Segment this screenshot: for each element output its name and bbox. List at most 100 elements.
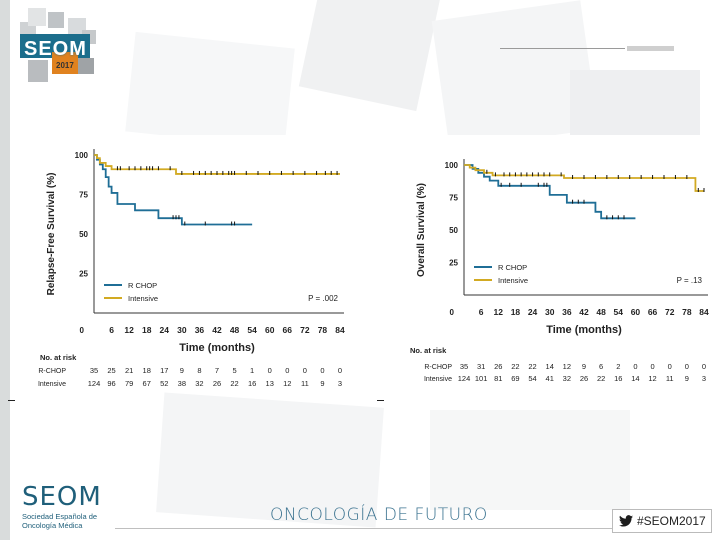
at-risk-heading: No. at risk (40, 353, 77, 362)
bg-cube (125, 31, 295, 135)
at-risk-value: 12 (648, 374, 656, 383)
x-tick-label: 72 (665, 307, 675, 317)
at-risk-heading: No. at risk (410, 346, 447, 355)
legend-label-rchop: R CHOP (498, 263, 527, 272)
at-risk-value: 32 (195, 379, 203, 388)
at-risk-value: 69 (511, 374, 519, 383)
y-tick-label: 100 (445, 161, 459, 170)
x-tick-label: 18 (142, 325, 152, 335)
y-tick-label: 50 (449, 226, 458, 235)
survival-curve-rchop (94, 154, 253, 226)
y-axis-label: Relapse-Free Survival (%) (46, 173, 57, 296)
at-risk-value: 0 (702, 362, 706, 371)
at-risk-value: 13 (266, 379, 274, 388)
survival-curve-intensive (94, 154, 340, 175)
bg-cube (570, 70, 700, 135)
at-risk-value: 16 (614, 374, 622, 383)
at-risk-value: 14 (631, 374, 639, 383)
panel-relapse-free-survival: 25 50 75 100 0 6 12 18 24 30 36 42 48 54 60 66 72 78 84 Tim… (30, 135, 370, 390)
y-tick-label: 25 (79, 270, 88, 279)
x-tick-label: 84 (335, 325, 345, 335)
x-tick-label: 84 (699, 307, 709, 317)
x-tick-label: 36 (562, 307, 572, 317)
at-risk-value: 0 (285, 366, 289, 375)
y-tick-label: 75 (449, 194, 458, 203)
y-tick-label: 75 (79, 191, 88, 200)
x-tick-label: 78 (318, 325, 328, 335)
hashtag-text: #SEOM2017 (637, 514, 706, 528)
at-risk-value: 0 (633, 362, 637, 371)
x-tick-label: 24 (160, 325, 170, 335)
at-risk-value: 1 (250, 366, 254, 375)
at-risk-value: 18 (143, 366, 151, 375)
footer-logo-subtitle: Sociedad Española de Oncología Médica (22, 512, 98, 530)
at-risk-value: 124 (458, 374, 471, 383)
logo-text: SEOM (24, 38, 87, 60)
at-risk-value: 31 (477, 362, 485, 371)
bg-cube (298, 0, 442, 112)
at-risk-value: 0 (668, 362, 672, 371)
x-tick-label: 30 (177, 325, 187, 335)
at-risk-value: 96 (107, 379, 115, 388)
at-risk-value: 8 (197, 366, 201, 375)
x-tick-label: 6 (479, 307, 484, 317)
at-risk-value: 0 (650, 362, 654, 371)
twitter-hashtag[interactable]: #SEOM2017 (612, 509, 712, 533)
x-tick-label: 78 (682, 307, 692, 317)
x-tick-label: 42 (212, 325, 222, 335)
at-risk-value: 32 (563, 374, 571, 383)
survival-curve-intensive (464, 164, 704, 192)
legend-label-intensive: Intensive (498, 276, 528, 285)
x-tick-label: 54 (614, 307, 624, 317)
at-risk-value: 3 (338, 379, 342, 388)
at-risk-value: 2 (616, 362, 620, 371)
y-tick-label: 50 (79, 230, 88, 239)
x-tick-label: 36 (195, 325, 205, 335)
at-risk-value: 0 (303, 366, 307, 375)
legend-label-rchop: R CHOP (128, 281, 157, 290)
at-risk-value: 9 (582, 362, 586, 371)
at-risk-value: 79 (125, 379, 133, 388)
at-risk-value: 52 (160, 379, 168, 388)
logo-year: 2017 (56, 61, 74, 70)
at-risk-value: 0 (320, 366, 324, 375)
at-risk-row-name: R-CHOP (38, 368, 66, 375)
x-tick-label: 12 (494, 307, 504, 317)
x-tick-label: 72 (300, 325, 310, 335)
at-risk-value: 22 (597, 374, 605, 383)
seom-2017-logo: SEOM 2017 (18, 8, 100, 86)
at-risk-row-name: Intensive (38, 381, 66, 388)
at-risk-value: 22 (528, 362, 536, 371)
x-tick-label: 66 (283, 325, 293, 335)
x-tick-label: 6 (109, 325, 114, 335)
at-risk-value: 25 (107, 366, 115, 375)
x-tick-label: 18 (511, 307, 521, 317)
x-tick-label: 30 (545, 307, 555, 317)
at-risk-value: 12 (283, 379, 291, 388)
at-risk-value: 26 (494, 362, 502, 371)
at-risk-value: 26 (213, 379, 221, 388)
header-rule (500, 48, 625, 49)
at-risk-value: 11 (301, 379, 309, 388)
at-risk-value: 35 (460, 362, 468, 371)
x-tick-label: 66 (648, 307, 658, 317)
x-tick-label: 42 (579, 307, 589, 317)
at-risk-value: 12 (563, 362, 571, 371)
at-risk-row-name: R-CHOP (424, 364, 452, 371)
at-risk-value: 35 (90, 366, 98, 375)
at-risk-value: 81 (494, 374, 502, 383)
panel-overall-survival: 25 50 75 100 0 6 12 18 24 30 36 42 48 54 60 66 72 78 84 Tim… (400, 135, 720, 390)
at-risk-value: 6 (599, 362, 603, 371)
slide-dash-mark (377, 400, 384, 401)
x-axis-label: Time (months) (179, 342, 255, 354)
x-axis-label: Time (months) (546, 324, 622, 336)
at-risk-value: 38 (178, 379, 186, 388)
at-risk-value: 3 (702, 374, 706, 383)
legend-label-intensive: Intensive (128, 294, 158, 303)
p-value: P = .002 (308, 294, 338, 303)
at-risk-value: 21 (125, 366, 133, 375)
footer-rule (115, 528, 615, 529)
at-risk-value: 16 (248, 379, 256, 388)
